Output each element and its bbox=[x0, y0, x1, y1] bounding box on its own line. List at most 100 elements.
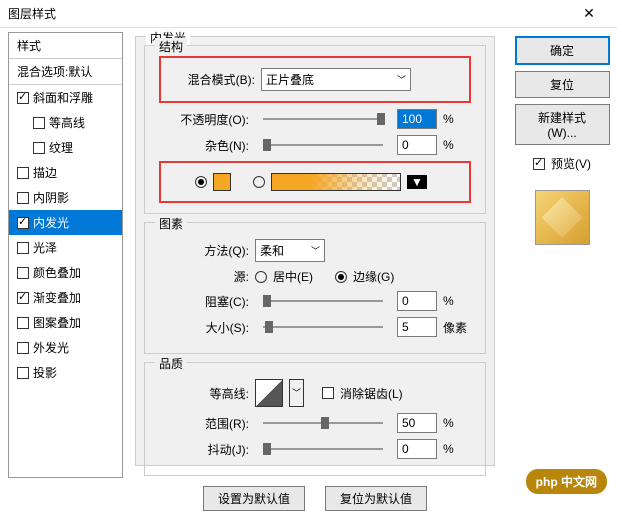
style-checkbox[interactable] bbox=[17, 267, 29, 279]
jitter-label: 抖动(J): bbox=[159, 441, 249, 458]
sidebar-item-label: 等高线 bbox=[49, 114, 85, 131]
ok-button[interactable]: 确定 bbox=[515, 36, 610, 65]
sidebar-item-label: 外发光 bbox=[33, 339, 69, 356]
cancel-button[interactable]: 复位 bbox=[515, 71, 610, 98]
sidebar-item-label: 渐变叠加 bbox=[33, 289, 81, 306]
gradient-radio[interactable] bbox=[253, 176, 265, 188]
style-checkbox[interactable] bbox=[33, 142, 45, 154]
style-checkbox[interactable] bbox=[17, 242, 29, 254]
preview-label: 预览(V) bbox=[551, 155, 591, 172]
source-label: 源: bbox=[159, 268, 249, 285]
sidebar-item-label: 斜面和浮雕 bbox=[33, 89, 93, 106]
glow-color-swatch[interactable] bbox=[213, 173, 231, 191]
sidebar-item[interactable]: 光泽 bbox=[9, 235, 122, 260]
sidebar-item-label: 内发光 bbox=[33, 214, 69, 231]
sidebar-item[interactable]: 内阴影 bbox=[9, 185, 122, 210]
gradient-dropdown[interactable]: ▼ bbox=[407, 175, 427, 189]
range-unit: % bbox=[443, 416, 454, 430]
chevron-down-icon: ﹀ bbox=[397, 73, 406, 86]
styles-sidebar: 样式 混合选项:默认 斜面和浮雕等高线纹理描边内阴影内发光光泽颜色叠加渐变叠加图… bbox=[8, 32, 123, 478]
sidebar-item[interactable]: 纹理 bbox=[9, 135, 122, 160]
sidebar-item[interactable]: 等高线 bbox=[9, 110, 122, 135]
sidebar-item-label: 投影 bbox=[33, 364, 57, 381]
new-style-button[interactable]: 新建样式(W)... bbox=[515, 104, 610, 145]
solid-color-radio[interactable] bbox=[195, 176, 207, 188]
opacity-slider[interactable] bbox=[263, 118, 383, 120]
style-checkbox[interactable] bbox=[17, 367, 29, 379]
style-checkbox[interactable] bbox=[17, 292, 29, 304]
range-input[interactable]: 50 bbox=[397, 413, 437, 433]
structure-legend: 结构 bbox=[155, 38, 187, 55]
preview-thumbnail bbox=[535, 190, 590, 245]
opacity-label: 不透明度(O): bbox=[159, 111, 249, 128]
chevron-down-icon: ﹀ bbox=[311, 244, 320, 257]
jitter-slider[interactable] bbox=[263, 448, 383, 450]
noise-input[interactable]: 0 bbox=[397, 135, 437, 155]
opacity-unit: % bbox=[443, 112, 454, 126]
style-checkbox[interactable] bbox=[17, 317, 29, 329]
noise-unit: % bbox=[443, 138, 454, 152]
size-unit: 像素 bbox=[443, 319, 467, 336]
quality-legend: 品质 bbox=[155, 355, 187, 372]
choke-label: 阻塞(C): bbox=[159, 293, 249, 310]
sidebar-item-label: 颜色叠加 bbox=[33, 264, 81, 281]
style-checkbox[interactable] bbox=[17, 92, 29, 104]
method-label: 方法(Q): bbox=[159, 242, 249, 259]
style-checkbox[interactable] bbox=[17, 167, 29, 179]
quality-group: 品质 等高线: ﹀ 消除锯齿(L) 范围(R): 50 % 抖动(J): bbox=[144, 362, 486, 476]
sidebar-item[interactable]: 图案叠加 bbox=[9, 310, 122, 335]
source-edge-radio[interactable] bbox=[335, 271, 347, 283]
noise-label: 杂色(N): bbox=[159, 137, 249, 154]
sidebar-item[interactable]: 斜面和浮雕 bbox=[9, 85, 122, 110]
method-value: 柔和 bbox=[260, 242, 284, 259]
source-center-radio[interactable] bbox=[255, 271, 267, 283]
sidebar-item[interactable]: 投影 bbox=[9, 360, 122, 385]
sidebar-item-label: 光泽 bbox=[33, 239, 57, 256]
source-edge-label: 边缘(G) bbox=[353, 268, 394, 285]
blend-mode-value: 正片叠底 bbox=[266, 71, 314, 88]
sidebar-item[interactable]: 描边 bbox=[9, 160, 122, 185]
sidebar-sub[interactable]: 混合选项:默认 bbox=[9, 59, 122, 85]
antialias-checkbox[interactable] bbox=[322, 387, 334, 399]
sidebar-item-label: 描边 bbox=[33, 164, 57, 181]
sidebar-item-label: 纹理 bbox=[49, 139, 73, 156]
sidebar-header: 样式 bbox=[9, 33, 122, 59]
sidebar-item-label: 图案叠加 bbox=[33, 314, 81, 331]
structure-group: 结构 混合模式(B): 正片叠底 ﹀ 不透明度(O): 100 % bbox=[144, 45, 486, 214]
style-checkbox[interactable] bbox=[17, 192, 29, 204]
sidebar-item[interactable]: 内发光 bbox=[9, 210, 122, 235]
sidebar-item-label: 内阴影 bbox=[33, 189, 69, 206]
elements-group: 图素 方法(Q): 柔和 ﹀ 源: 居中(E) 边缘(G) bbox=[144, 222, 486, 354]
size-input[interactable]: 5 bbox=[397, 317, 437, 337]
style-checkbox[interactable] bbox=[17, 342, 29, 354]
source-center-label: 居中(E) bbox=[273, 268, 313, 285]
choke-input[interactable]: 0 bbox=[397, 291, 437, 311]
jitter-unit: % bbox=[443, 442, 454, 456]
range-label: 范围(R): bbox=[159, 415, 249, 432]
close-button[interactable]: ✕ bbox=[569, 0, 609, 28]
sidebar-item[interactable]: 外发光 bbox=[9, 335, 122, 360]
reset-default-button[interactable]: 复位为默认值 bbox=[325, 486, 427, 511]
range-slider[interactable] bbox=[263, 422, 383, 424]
opacity-input[interactable]: 100 bbox=[397, 109, 437, 129]
style-checkbox[interactable] bbox=[33, 117, 45, 129]
sidebar-item[interactable]: 颜色叠加 bbox=[9, 260, 122, 285]
noise-slider[interactable] bbox=[263, 144, 383, 146]
jitter-input[interactable]: 0 bbox=[397, 439, 437, 459]
window-title: 图层样式 bbox=[8, 5, 569, 22]
contour-label: 等高线: bbox=[159, 385, 249, 402]
watermark: php 中文网 bbox=[526, 469, 607, 494]
blend-mode-combo[interactable]: 正片叠底 ﹀ bbox=[261, 68, 411, 91]
style-checkbox[interactable] bbox=[17, 217, 29, 229]
sidebar-item[interactable]: 渐变叠加 bbox=[9, 285, 122, 310]
make-default-button[interactable]: 设置为默认值 bbox=[203, 486, 305, 511]
preview-checkbox[interactable] bbox=[533, 158, 545, 170]
method-combo[interactable]: 柔和 ﹀ bbox=[255, 239, 325, 262]
blend-mode-label: 混合模式(B): bbox=[165, 71, 255, 88]
choke-slider[interactable] bbox=[263, 300, 383, 302]
contour-dropdown[interactable]: ﹀ bbox=[289, 379, 304, 407]
contour-picker[interactable] bbox=[255, 379, 283, 407]
gradient-picker[interactable] bbox=[271, 173, 401, 191]
size-label: 大小(S): bbox=[159, 319, 249, 336]
size-slider[interactable] bbox=[263, 326, 383, 328]
